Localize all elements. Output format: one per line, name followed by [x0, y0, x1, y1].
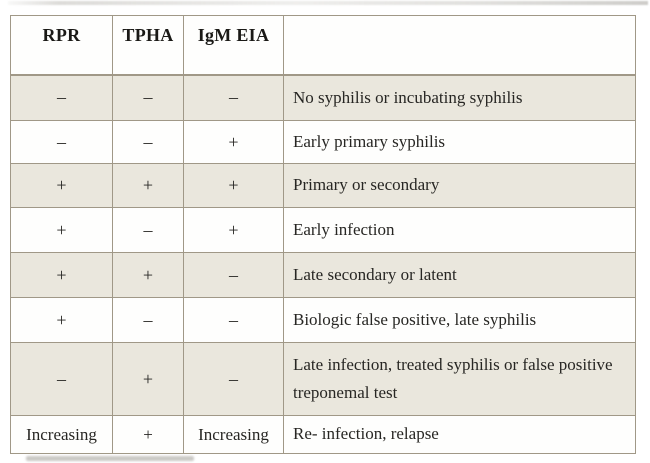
header-row: RPR TPHA IgM EIA [10, 15, 636, 76]
interpretation-text: Re- infection, relapse [283, 415, 636, 454]
interpretation-text: Primary or secondary [283, 163, 636, 208]
interpretation-text: Biologic false positive, late syphilis [283, 297, 636, 343]
igm-eia-result: – [183, 342, 284, 416]
tpha-result: + [112, 252, 184, 298]
interpretation-text: Early primary syphilis [283, 120, 636, 164]
igm-eia-result: + [183, 163, 284, 208]
col-header-interpretation [283, 15, 636, 76]
igm-eia-result: – [183, 252, 284, 298]
tpha-result: – [112, 297, 184, 343]
tpha-result: – [112, 207, 184, 253]
table-row-3: + + + Primary or secondary [10, 163, 636, 208]
tpha-result: + [112, 342, 184, 416]
igm-eia-result: Increasing [183, 415, 284, 454]
table-row-5: + + – Late secondary or latent [10, 252, 636, 298]
tpha-result: – [112, 120, 184, 164]
rpr-result: + [10, 207, 113, 253]
scan-artifact-bottom [26, 456, 194, 461]
interpretation-text: Early infection [283, 207, 636, 253]
interpretation-text: No syphilis or incubating syphilis [283, 74, 636, 121]
rpr-result: + [10, 252, 113, 298]
table-row-1: – – – No syphilis or incubating syphilis [10, 74, 636, 121]
rpr-result: + [10, 163, 113, 208]
rpr-result: + [10, 297, 113, 343]
col-header-tpha: TPHA [112, 15, 184, 76]
igm-eia-result: + [183, 207, 284, 253]
rpr-result: Increasing [10, 415, 113, 454]
scan-artifact-top [8, 1, 648, 5]
col-header-rpr: RPR [10, 15, 113, 76]
rpr-result: – [10, 74, 113, 121]
igm-eia-result: – [183, 74, 284, 121]
table-row-8: Increasing + Increasing Re- infection, r… [10, 415, 636, 454]
rpr-result: – [10, 120, 113, 164]
table-row-6: + – – Biologic false positive, late syph… [10, 297, 636, 343]
tpha-result: + [112, 163, 184, 208]
interpretation-text: Late infection, treated syphilis or fals… [283, 342, 636, 416]
serology-interpretation-table: RPR TPHA IgM EIA – – – No syphilis or in… [10, 15, 636, 454]
rpr-result: – [10, 342, 113, 416]
interpretation-text: Late secondary or latent [283, 252, 636, 298]
tpha-result: – [112, 74, 184, 121]
table-row-7: – + – Late infection, treated syphilis o… [10, 342, 636, 416]
table-row-2: – – + Early primary syphilis [10, 120, 636, 164]
igm-eia-result: + [183, 120, 284, 164]
igm-eia-result: – [183, 297, 284, 343]
col-header-igm-eia: IgM EIA [183, 15, 284, 76]
tpha-result: + [112, 415, 184, 454]
table-row-4: + – + Early infection [10, 207, 636, 253]
